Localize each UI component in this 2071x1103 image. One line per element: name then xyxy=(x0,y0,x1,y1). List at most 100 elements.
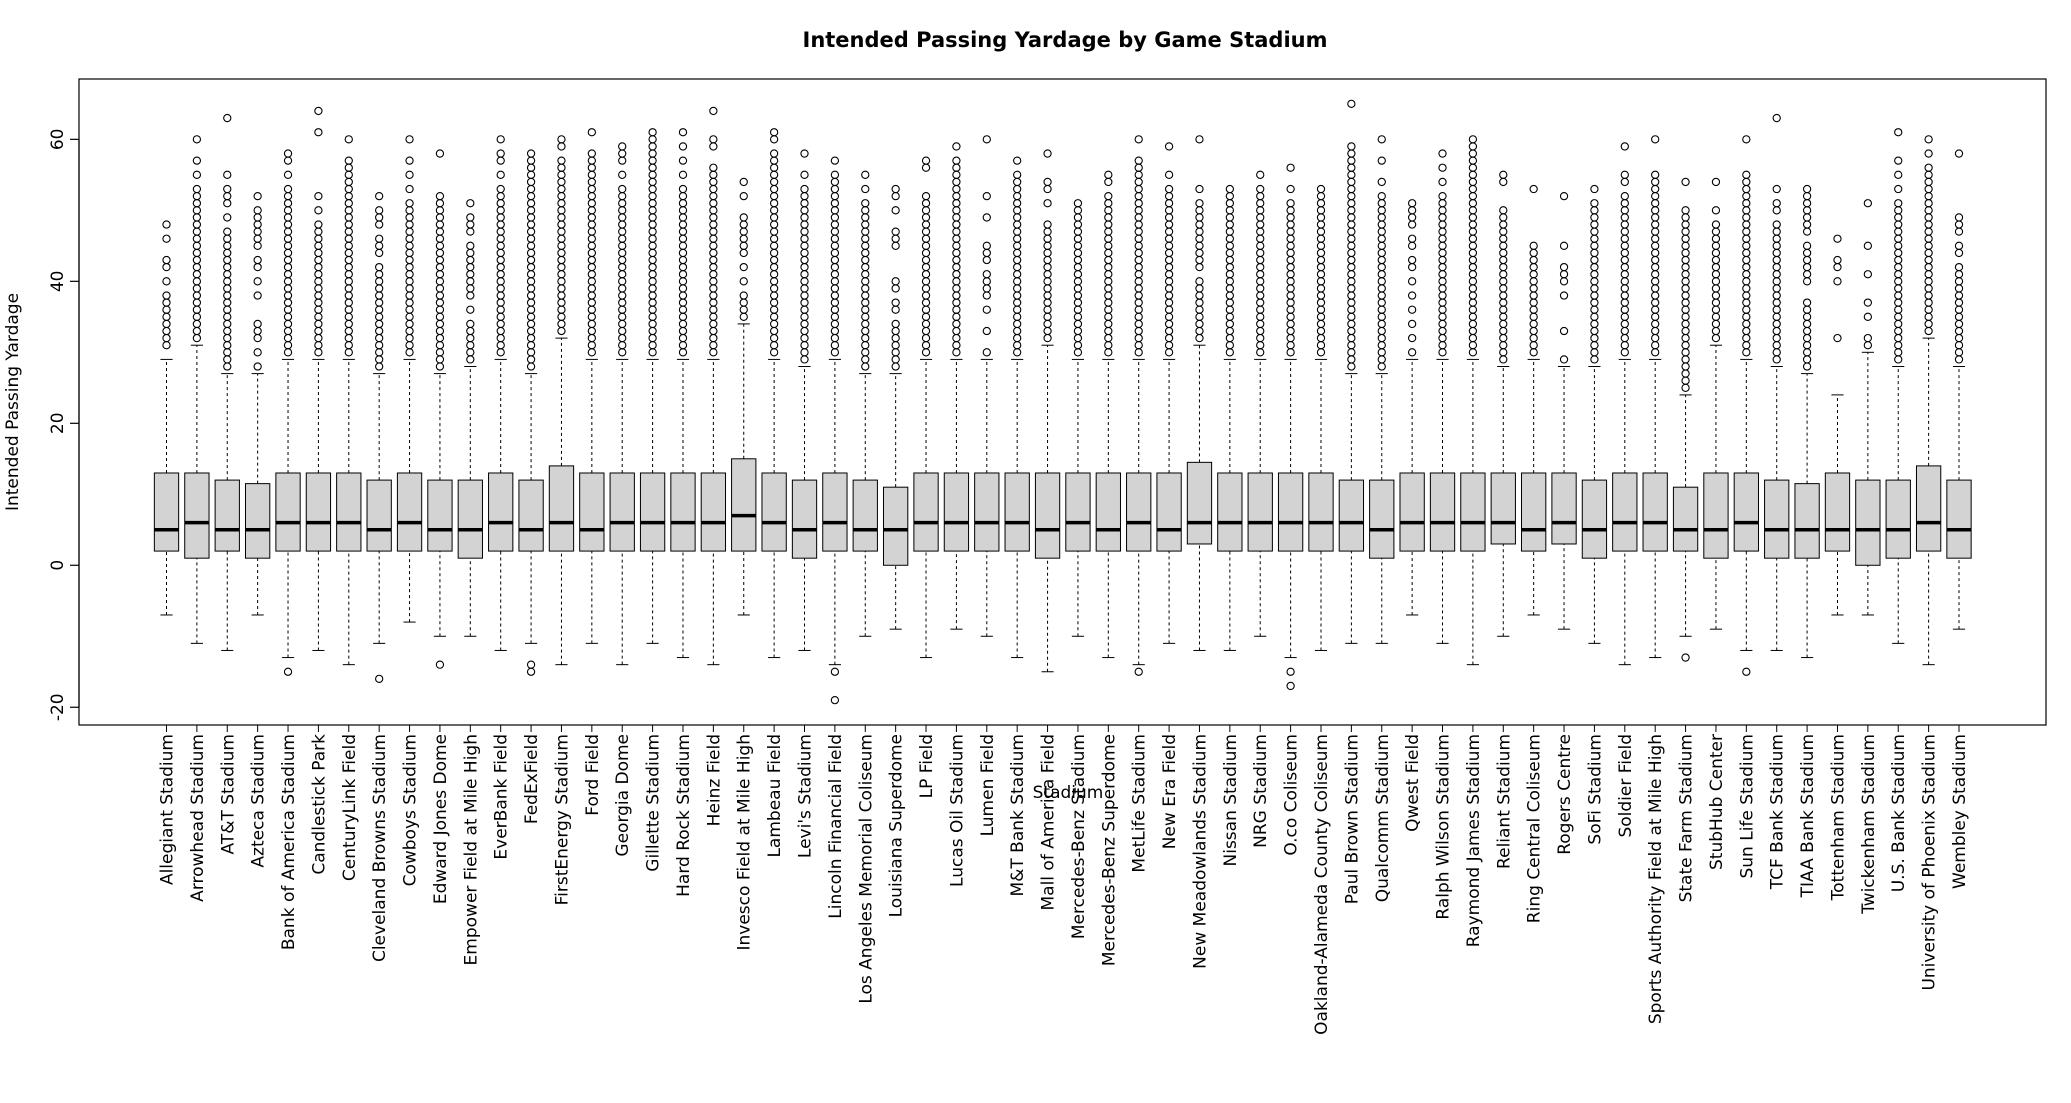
outlier-point xyxy=(1073,199,1083,208)
outlier-point xyxy=(648,135,657,144)
outlier-point xyxy=(1651,270,1660,279)
outlier-point xyxy=(709,348,718,357)
outlier-point xyxy=(800,184,809,194)
outlier-point xyxy=(283,206,293,215)
outlier-point xyxy=(1286,227,1295,236)
outlier-point xyxy=(1620,262,1629,272)
outlier-point xyxy=(1104,348,1113,357)
outlier-point xyxy=(1924,234,1933,243)
outlier-point xyxy=(618,291,627,300)
outlier-point xyxy=(830,241,840,250)
outlier-point xyxy=(1590,355,1599,364)
outlier-point xyxy=(1013,227,1022,236)
outlier-point xyxy=(1347,341,1356,350)
iqr-box xyxy=(518,479,544,552)
outlier-point xyxy=(1104,206,1113,215)
outlier-point xyxy=(1225,298,1234,307)
category-label: Lambeau Field xyxy=(765,734,785,858)
outlier-point xyxy=(921,284,931,293)
x-axis-label: Stadium xyxy=(1033,783,1104,803)
category-label: Rogers Centre xyxy=(1555,734,1575,855)
outlier-point xyxy=(1377,291,1386,300)
outlier-point xyxy=(1104,248,1113,258)
outlier-point xyxy=(587,184,596,194)
outlier-point xyxy=(1468,348,1478,357)
outlier-point xyxy=(1225,191,1234,201)
outlier-point xyxy=(1438,213,1447,222)
plot-frame xyxy=(78,78,2047,726)
outlier-point xyxy=(648,170,657,179)
outlier-point xyxy=(1681,355,1690,364)
outlier-point xyxy=(678,319,688,329)
outlier-point xyxy=(223,270,232,279)
box-group xyxy=(1369,135,1395,644)
outlier-point xyxy=(314,270,323,279)
outlier-point xyxy=(861,305,870,314)
outlier-point xyxy=(921,298,931,307)
outlier-point xyxy=(192,227,202,236)
category-label: Allegiant Stadium xyxy=(158,734,178,885)
outlier-point xyxy=(678,170,688,179)
iqr-box xyxy=(1764,479,1790,559)
outlier-point xyxy=(283,170,293,179)
outlier-point xyxy=(314,319,323,329)
outlier-point xyxy=(1164,262,1174,272)
outlier-point xyxy=(223,355,232,364)
iqr-box xyxy=(1490,472,1516,545)
outlier-point xyxy=(1559,326,1569,336)
box-group xyxy=(913,156,939,659)
category-label: TIAA Bank Stadium xyxy=(1798,734,1818,898)
outlier-point xyxy=(1225,291,1234,300)
outlier-point xyxy=(587,163,596,172)
outlier-point xyxy=(1225,277,1234,286)
outlier-point xyxy=(1134,135,1143,144)
outlier-point xyxy=(1742,199,1751,208)
box-group xyxy=(1277,163,1304,691)
outlier-point xyxy=(1013,206,1022,215)
outlier-point xyxy=(709,319,718,329)
outlier-point xyxy=(1468,270,1478,279)
outlier-point xyxy=(405,227,414,236)
outlier-point xyxy=(709,241,718,250)
outlier-point xyxy=(1286,319,1295,329)
outlier-point xyxy=(1651,199,1660,208)
outlier-point xyxy=(435,348,445,357)
category-label: Arrowhead Stadium xyxy=(188,734,208,902)
outlier-point xyxy=(648,184,657,194)
outlier-point xyxy=(1134,262,1143,272)
outlier-point xyxy=(1772,355,1781,364)
category-label: MetLife Stadium xyxy=(1130,734,1150,873)
box-group xyxy=(943,142,970,630)
outlier-point xyxy=(1164,270,1174,279)
outlier-point xyxy=(800,305,809,314)
outlier-point xyxy=(587,298,596,307)
outlier-point xyxy=(1438,149,1447,158)
outlier-point xyxy=(982,248,991,258)
outlier-point xyxy=(952,291,961,300)
outlier-point xyxy=(1681,206,1690,215)
outlier-point xyxy=(618,255,627,265)
outlier-point xyxy=(162,341,171,350)
outlier-point xyxy=(344,248,353,258)
outlier-point xyxy=(405,305,414,314)
outlier-point xyxy=(678,191,688,201)
outlier-point xyxy=(1377,362,1386,371)
outlier-point xyxy=(1286,248,1295,258)
outlier-point xyxy=(1711,312,1721,321)
outlier-point xyxy=(1651,206,1660,215)
outlier-point xyxy=(466,248,475,258)
outlier-point xyxy=(1559,291,1569,300)
outlier-point xyxy=(526,348,536,357)
outlier-point xyxy=(557,270,566,279)
outlier-point xyxy=(496,199,505,208)
outlier-point xyxy=(405,319,414,329)
outlier-point xyxy=(496,333,505,343)
outlier-point xyxy=(769,213,779,222)
category-label: Soldier Field xyxy=(1616,734,1636,838)
outlier-point xyxy=(1225,199,1234,208)
category-label: EverBank Field xyxy=(492,734,512,860)
outlier-point xyxy=(1681,369,1690,378)
outlier-point xyxy=(921,156,931,165)
outlier-point xyxy=(314,298,323,307)
outlier-point xyxy=(192,270,202,279)
